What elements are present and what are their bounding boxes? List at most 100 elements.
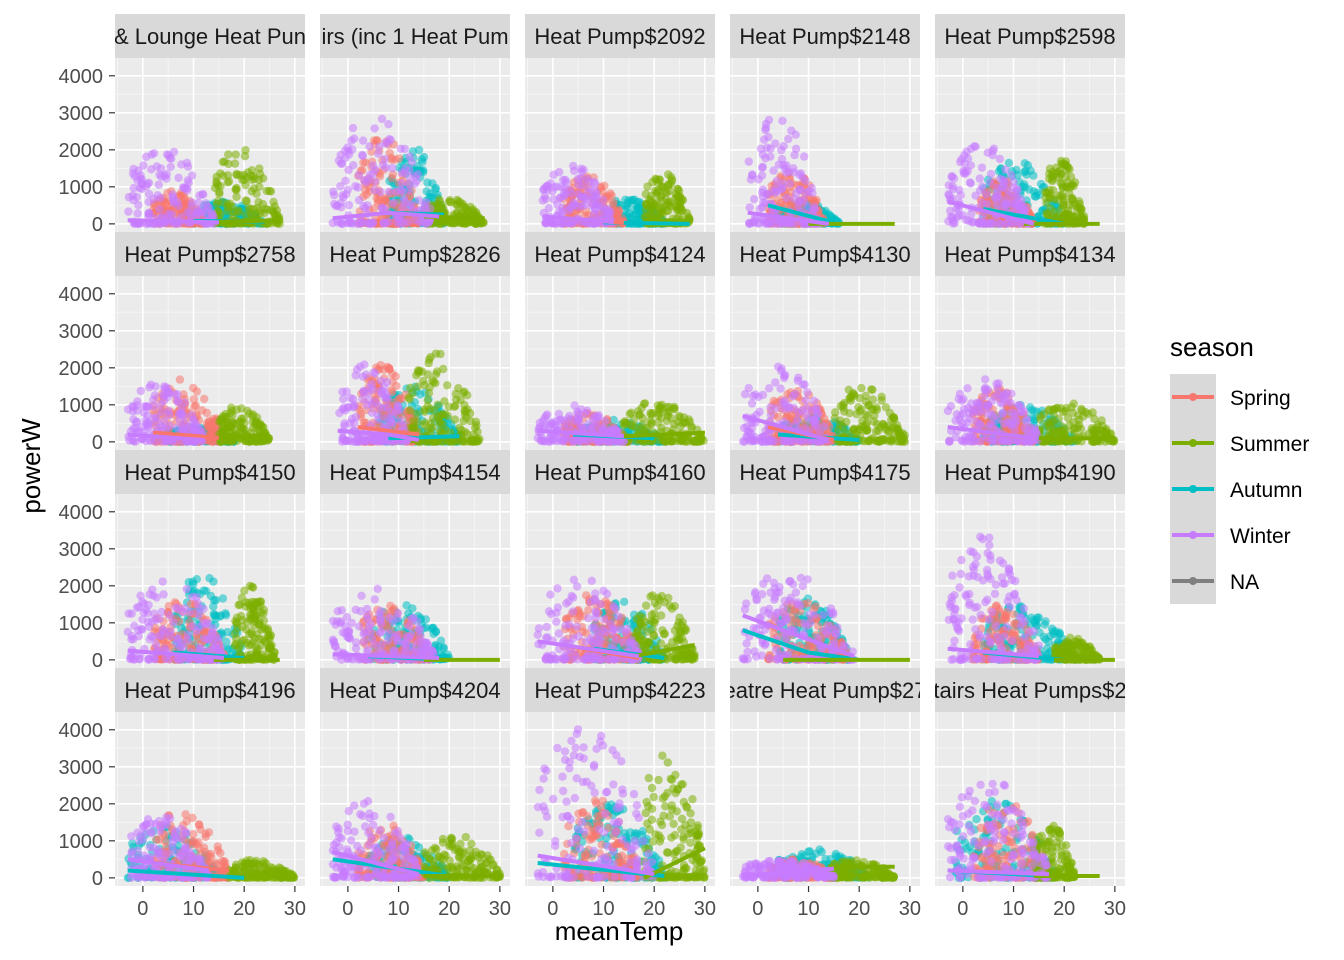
- data-point: [352, 437, 362, 446]
- facet-label: Heat Pump$2598: [944, 24, 1115, 49]
- data-point: [784, 134, 793, 144]
- data-point: [982, 190, 991, 199]
- data-point: [167, 154, 176, 163]
- data-point: [971, 191, 980, 200]
- data-point: [232, 192, 241, 201]
- data-point: [139, 161, 148, 170]
- data-point: [405, 180, 414, 189]
- data-point: [397, 185, 406, 195]
- data-point: [1041, 193, 1051, 203]
- data-point: [963, 166, 972, 176]
- data-point: [552, 182, 562, 191]
- facet-label: Heat Pump$4130: [739, 242, 910, 267]
- data-point: [556, 193, 565, 202]
- data-point: [574, 202, 583, 211]
- data-point: [333, 218, 342, 227]
- data-point: [232, 405, 241, 414]
- y-tick-label: 0: [92, 214, 103, 236]
- data-point: [347, 414, 357, 423]
- data-point: [657, 423, 666, 433]
- data-point: [1059, 201, 1068, 210]
- data-point: [329, 187, 338, 196]
- data-point: [546, 437, 555, 446]
- data-point: [1011, 193, 1020, 202]
- data-point: [370, 177, 380, 186]
- data-point: [131, 417, 141, 427]
- data-point: [778, 116, 787, 126]
- data-point: [397, 179, 407, 188]
- data-point: [962, 147, 971, 156]
- data-point: [248, 411, 257, 421]
- data-point: [231, 185, 240, 194]
- data-point: [662, 188, 672, 197]
- data-point: [464, 206, 473, 215]
- points-layer: [739, 362, 909, 446]
- data-point: [538, 196, 547, 205]
- data-point: [358, 150, 367, 160]
- data-point: [663, 435, 672, 444]
- data-point: [598, 423, 607, 433]
- data-point: [380, 196, 389, 206]
- facet-strip: [525, 232, 715, 276]
- data-point: [761, 154, 770, 163]
- facet-panel: Heat Pump$2826: [320, 232, 510, 450]
- data-point: [382, 139, 392, 148]
- data-point: [963, 154, 973, 163]
- data-point: [549, 170, 558, 179]
- data-point: [246, 205, 255, 214]
- data-point: [573, 409, 583, 418]
- data-point: [463, 405, 472, 414]
- y-tick-label: 4000: [59, 66, 104, 88]
- data-point: [359, 176, 369, 185]
- data-point: [697, 433, 706, 442]
- data-point: [136, 174, 145, 183]
- points-layer: [533, 399, 708, 446]
- facet-strip: [730, 14, 920, 58]
- data-point: [231, 150, 240, 159]
- data-point: [471, 219, 481, 228]
- data-point: [358, 394, 367, 404]
- data-point: [164, 406, 173, 416]
- data-point: [1004, 158, 1014, 168]
- data-point: [1024, 185, 1034, 194]
- data-point: [212, 177, 221, 186]
- data-point: [544, 204, 553, 213]
- data-point: [1001, 165, 1010, 174]
- data-point: [1008, 219, 1017, 228]
- facet-strip: [935, 14, 1125, 58]
- smooth-line: [218, 218, 280, 224]
- data-point: [202, 209, 211, 219]
- data-point: [1021, 166, 1030, 176]
- data-point: [646, 416, 655, 425]
- data-point: [384, 187, 394, 196]
- data-point: [136, 386, 145, 396]
- data-point: [395, 215, 404, 225]
- data-point: [418, 217, 427, 227]
- data-point: [333, 201, 342, 210]
- data-point: [540, 414, 549, 423]
- data-point: [1045, 185, 1054, 195]
- data-point: [420, 420, 429, 430]
- data-point: [758, 203, 767, 212]
- data-point: [410, 172, 420, 181]
- data-point: [543, 185, 552, 194]
- data-point: [426, 424, 435, 433]
- data-point: [758, 185, 768, 194]
- data-point: [781, 218, 790, 227]
- data-point: [240, 418, 249, 428]
- data-point: [979, 219, 988, 228]
- data-point: [655, 175, 664, 184]
- data-point: [252, 418, 261, 427]
- data-point: [556, 218, 565, 227]
- points-layer: [124, 146, 284, 229]
- data-point: [800, 152, 809, 161]
- data-point: [599, 195, 608, 204]
- data-point: [785, 179, 794, 188]
- data-point: [971, 142, 980, 151]
- data-point: [457, 431, 466, 440]
- data-point: [240, 152, 250, 161]
- smooth-line: [357, 425, 420, 437]
- data-point: [439, 436, 448, 446]
- data-point: [683, 437, 692, 446]
- data-point: [369, 368, 378, 377]
